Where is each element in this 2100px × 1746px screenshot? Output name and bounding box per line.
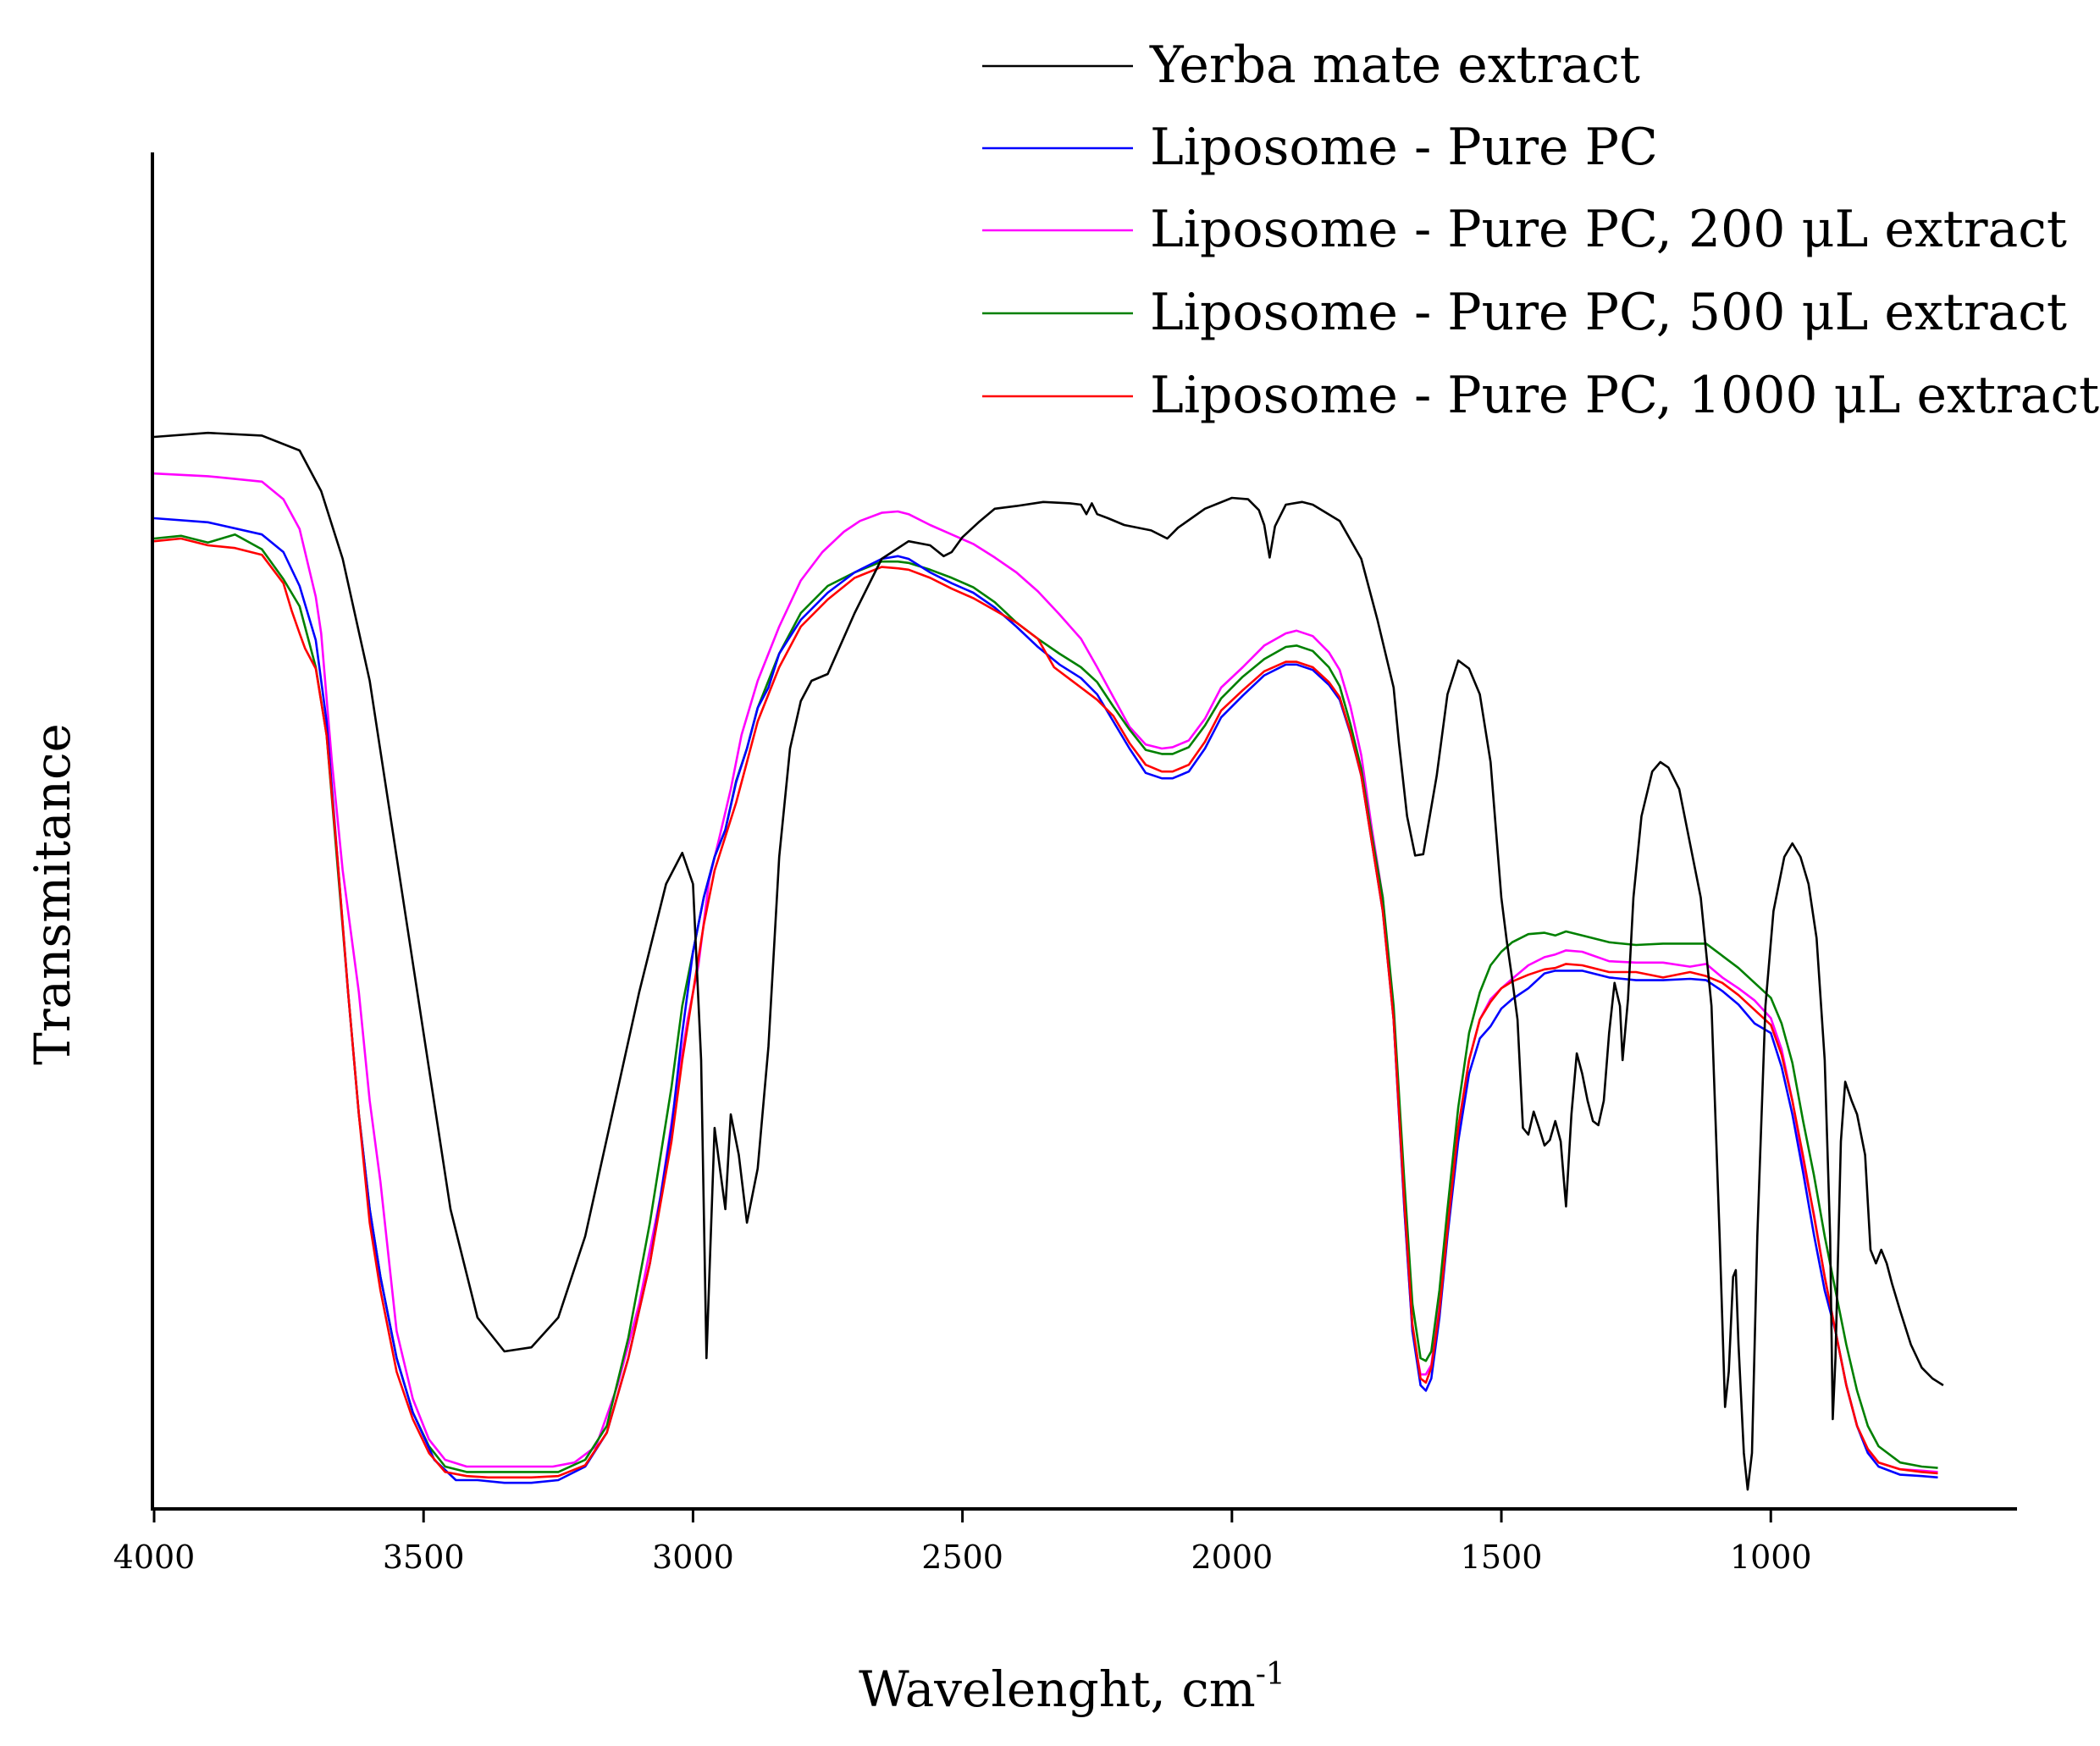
series-line-2 bbox=[153, 472, 1938, 1473]
x-tick-label: 1500 bbox=[1461, 1539, 1543, 1576]
legend: Yerba mate extract Liposome - Pure PC Lipo… bbox=[982, 36, 2099, 425]
legend-label: Liposome - Pure PC, 500 μL extract bbox=[1150, 283, 2067, 342]
x-axis-title-superscript: -1 bbox=[1256, 1657, 1285, 1692]
x-tick-label: 4000 bbox=[113, 1539, 196, 1576]
x-tick-label: 3500 bbox=[383, 1539, 465, 1576]
legend-label: Yerba mate extract bbox=[1149, 36, 1640, 95]
series-line-0 bbox=[153, 431, 1944, 1491]
x-ticks: 4000 3500 3000 2500 2000 1500 1000 bbox=[113, 1509, 1812, 1576]
x-axis-title-text: Wavelenght, cm bbox=[859, 1660, 1256, 1718]
x-axis-title: Wavelenght, cm-1 bbox=[859, 1657, 1285, 1718]
legend-label: Liposome - Pure PC, 1000 μL extract bbox=[1150, 366, 2099, 425]
x-tick-label: 1000 bbox=[1730, 1539, 1812, 1576]
series-line-1 bbox=[153, 517, 1938, 1484]
x-tick-label: 2500 bbox=[921, 1539, 1003, 1576]
legend-label: Liposome - Pure PC bbox=[1150, 118, 1658, 177]
legend-label: Liposome - Pure PC, 200 μL extract bbox=[1150, 200, 2067, 259]
x-tick-label: 3000 bbox=[652, 1539, 734, 1576]
series-line-3 bbox=[153, 533, 1938, 1473]
axes: 4000 3500 3000 2500 2000 1500 1000 bbox=[113, 152, 2017, 1576]
x-tick-label: 2000 bbox=[1191, 1539, 1273, 1576]
y-axis-title: Transmitance bbox=[24, 723, 81, 1065]
plot-area bbox=[153, 431, 1944, 1491]
series-line-4 bbox=[153, 537, 1938, 1479]
